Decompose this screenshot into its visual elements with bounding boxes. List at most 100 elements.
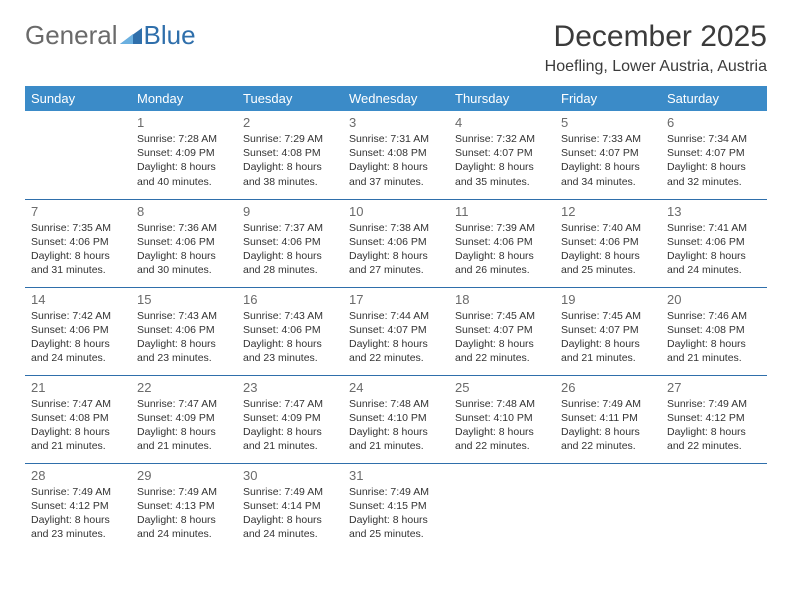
day-info: Sunrise: 7:38 AMSunset: 4:06 PMDaylight:…	[349, 221, 443, 278]
day-number: 24	[349, 380, 443, 395]
calendar-cell: 29 Sunrise: 7:49 AMSunset: 4:13 PMDayligh…	[131, 463, 237, 551]
day-info: Sunrise: 7:39 AMSunset: 4:06 PMDaylight:…	[455, 221, 549, 278]
calendar-cell: 17 Sunrise: 7:44 AMSunset: 4:07 PMDayligh…	[343, 287, 449, 375]
day-header: Monday	[131, 86, 237, 111]
day-info: Sunrise: 7:49 AMSunset: 4:12 PMDaylight:…	[667, 397, 761, 454]
day-info: Sunrise: 7:29 AMSunset: 4:08 PMDaylight:…	[243, 132, 337, 189]
day-info: Sunrise: 7:49 AMSunset: 4:13 PMDaylight:…	[137, 485, 231, 542]
day-info: Sunrise: 7:31 AMSunset: 4:08 PMDaylight:…	[349, 132, 443, 189]
day-info: Sunrise: 7:47 AMSunset: 4:08 PMDaylight:…	[31, 397, 125, 454]
day-number: 20	[667, 292, 761, 307]
day-header: Thursday	[449, 86, 555, 111]
day-info: Sunrise: 7:28 AMSunset: 4:09 PMDaylight:…	[137, 132, 231, 189]
calendar-cell: 2Sunrise: 7:29 AMSunset: 4:08 PMDaylight…	[237, 111, 343, 199]
calendar-cell: 6 Sunrise: 7:34 AMSunset: 4:07 PMDaylight…	[661, 111, 767, 199]
day-number: 12	[561, 204, 655, 219]
day-info: Sunrise: 7:49 AMSunset: 4:11 PMDaylight:…	[561, 397, 655, 454]
day-number: 10	[349, 204, 443, 219]
day-number: 7	[31, 204, 125, 219]
calendar-cell	[661, 463, 767, 551]
title-block: December 2025 Hoefling, Lower Austria, A…	[545, 20, 767, 76]
day-info: Sunrise: 7:45 AMSunset: 4:07 PMDaylight:…	[455, 309, 549, 366]
calendar-cell: 23Sunrise: 7:47 AMSunset: 4:09 PMDayligh…	[237, 375, 343, 463]
calendar-cell: 11Sunrise: 7:39 AMSunset: 4:06 PMDayligh…	[449, 199, 555, 287]
calendar-cell: 14 Sunrise: 7:42 AMSunset: 4:06 PMDayligh…	[25, 287, 131, 375]
day-number: 1	[137, 115, 231, 130]
calendar-cell: 19 Sunrise: 7:45 AMSunset: 4:07 PMDayligh…	[555, 287, 661, 375]
calendar-cell	[555, 463, 661, 551]
calendar-cell: 28Sunrise: 7:49 AMSunset: 4:12 PMDayligh…	[25, 463, 131, 551]
day-info: Sunrise: 7:49 AMSunset: 4:14 PMDaylight:…	[243, 485, 337, 542]
day-number: 30	[243, 468, 337, 483]
day-number: 13	[667, 204, 761, 219]
calendar-week-row: 14 Sunrise: 7:42 AMSunset: 4:06 PMDayligh…	[25, 287, 767, 375]
calendar-cell: 8Sunrise: 7:36 AMSunset: 4:06 PMDaylight…	[131, 199, 237, 287]
day-number: 18	[455, 292, 549, 307]
calendar-cell: 9Sunrise: 7:37 AMSunset: 4:06 PMDaylight…	[237, 199, 343, 287]
logo-text-1: General	[25, 20, 118, 51]
day-number: 25	[455, 380, 549, 395]
day-header: Saturday	[661, 86, 767, 111]
day-info: Sunrise: 7:44 AMSunset: 4:07 PMDaylight:…	[349, 309, 443, 366]
day-info: Sunrise: 7:32 AMSunset: 4:07 PMDaylight:…	[455, 132, 549, 189]
day-info: Sunrise: 7:41 AMSunset: 4:06 PMDaylight:…	[667, 221, 761, 278]
day-header: Friday	[555, 86, 661, 111]
day-number: 14	[31, 292, 125, 307]
calendar-cell: 13 Sunrise: 7:41 AMSunset: 4:06 PMDayligh…	[661, 199, 767, 287]
day-info: Sunrise: 7:47 AMSunset: 4:09 PMDaylight:…	[137, 397, 231, 454]
calendar-cell: 5 Sunrise: 7:33 AMSunset: 4:07 PMDaylight…	[555, 111, 661, 199]
calendar-week-row: 1 Sunrise: 7:28 AMSunset: 4:09 PMDaylight…	[25, 111, 767, 199]
day-header-row: SundayMondayTuesdayWednesdayThursdayFrid…	[25, 86, 767, 111]
calendar-cell: 22Sunrise: 7:47 AMSunset: 4:09 PMDayligh…	[131, 375, 237, 463]
day-number: 17	[349, 292, 443, 307]
calendar-cell: 10 Sunrise: 7:38 AMSunset: 4:06 PMDayligh…	[343, 199, 449, 287]
calendar-cell: 20Sunrise: 7:46 AMSunset: 4:08 PMDayligh…	[661, 287, 767, 375]
calendar-cell: 21 Sunrise: 7:47 AMSunset: 4:08 PMDayligh…	[25, 375, 131, 463]
day-number: 26	[561, 380, 655, 395]
day-header: Tuesday	[237, 86, 343, 111]
calendar-cell: 25 Sunrise: 7:48 AMSunset: 4:10 PMDayligh…	[449, 375, 555, 463]
day-info: Sunrise: 7:45 AMSunset: 4:07 PMDaylight:…	[561, 309, 655, 366]
day-number: 28	[31, 468, 125, 483]
day-number: 6	[667, 115, 761, 130]
calendar-week-row: 28Sunrise: 7:49 AMSunset: 4:12 PMDayligh…	[25, 463, 767, 551]
logo: General Blue	[25, 20, 196, 51]
calendar-week-row: 21 Sunrise: 7:47 AMSunset: 4:08 PMDayligh…	[25, 375, 767, 463]
day-number: 29	[137, 468, 231, 483]
day-info: Sunrise: 7:40 AMSunset: 4:06 PMDaylight:…	[561, 221, 655, 278]
day-number: 5	[561, 115, 655, 130]
calendar-table: SundayMondayTuesdayWednesdayThursdayFrid…	[25, 86, 767, 551]
day-info: Sunrise: 7:48 AMSunset: 4:10 PMDaylight:…	[349, 397, 443, 454]
day-number: 27	[667, 380, 761, 395]
day-header: Sunday	[25, 86, 131, 111]
calendar-cell: 1 Sunrise: 7:28 AMSunset: 4:09 PMDaylight…	[131, 111, 237, 199]
day-header: Wednesday	[343, 86, 449, 111]
calendar-cell: 31 Sunrise: 7:49 AMSunset: 4:15 PMDayligh…	[343, 463, 449, 551]
calendar-week-row: 7 Sunrise: 7:35 AMSunset: 4:06 PMDaylight…	[25, 199, 767, 287]
day-info: Sunrise: 7:35 AMSunset: 4:06 PMDaylight:…	[31, 221, 125, 278]
calendar-cell: 12 Sunrise: 7:40 AMSunset: 4:06 PMDayligh…	[555, 199, 661, 287]
day-info: Sunrise: 7:49 AMSunset: 4:15 PMDaylight:…	[349, 485, 443, 542]
calendar-cell: 3Sunrise: 7:31 AMSunset: 4:08 PMDaylight…	[343, 111, 449, 199]
day-number: 16	[243, 292, 337, 307]
day-info: Sunrise: 7:33 AMSunset: 4:07 PMDaylight:…	[561, 132, 655, 189]
day-number: 9	[243, 204, 337, 219]
calendar-cell: 24 Sunrise: 7:48 AMSunset: 4:10 PMDayligh…	[343, 375, 449, 463]
day-number: 4	[455, 115, 549, 130]
header: General Blue December 2025 Hoefling, Low…	[25, 20, 767, 76]
day-info: Sunrise: 7:48 AMSunset: 4:10 PMDaylight:…	[455, 397, 549, 454]
day-number: 21	[31, 380, 125, 395]
day-info: Sunrise: 7:34 AMSunset: 4:07 PMDaylight:…	[667, 132, 761, 189]
day-number: 19	[561, 292, 655, 307]
logo-text-2: Blue	[144, 20, 196, 51]
month-title: December 2025	[545, 20, 767, 54]
calendar-cell: 15Sunrise: 7:43 AMSunset: 4:06 PMDayligh…	[131, 287, 237, 375]
calendar-cell: 4 Sunrise: 7:32 AMSunset: 4:07 PMDaylight…	[449, 111, 555, 199]
day-info: Sunrise: 7:42 AMSunset: 4:06 PMDaylight:…	[31, 309, 125, 366]
calendar-cell: 30 Sunrise: 7:49 AMSunset: 4:14 PMDayligh…	[237, 463, 343, 551]
calendar-cell: 16 Sunrise: 7:43 AMSunset: 4:06 PMDayligh…	[237, 287, 343, 375]
logo-triangle-icon	[120, 26, 142, 46]
calendar-cell: 18 Sunrise: 7:45 AMSunset: 4:07 PMDayligh…	[449, 287, 555, 375]
day-info: Sunrise: 7:43 AMSunset: 4:06 PMDaylight:…	[243, 309, 337, 366]
day-number: 31	[349, 468, 443, 483]
